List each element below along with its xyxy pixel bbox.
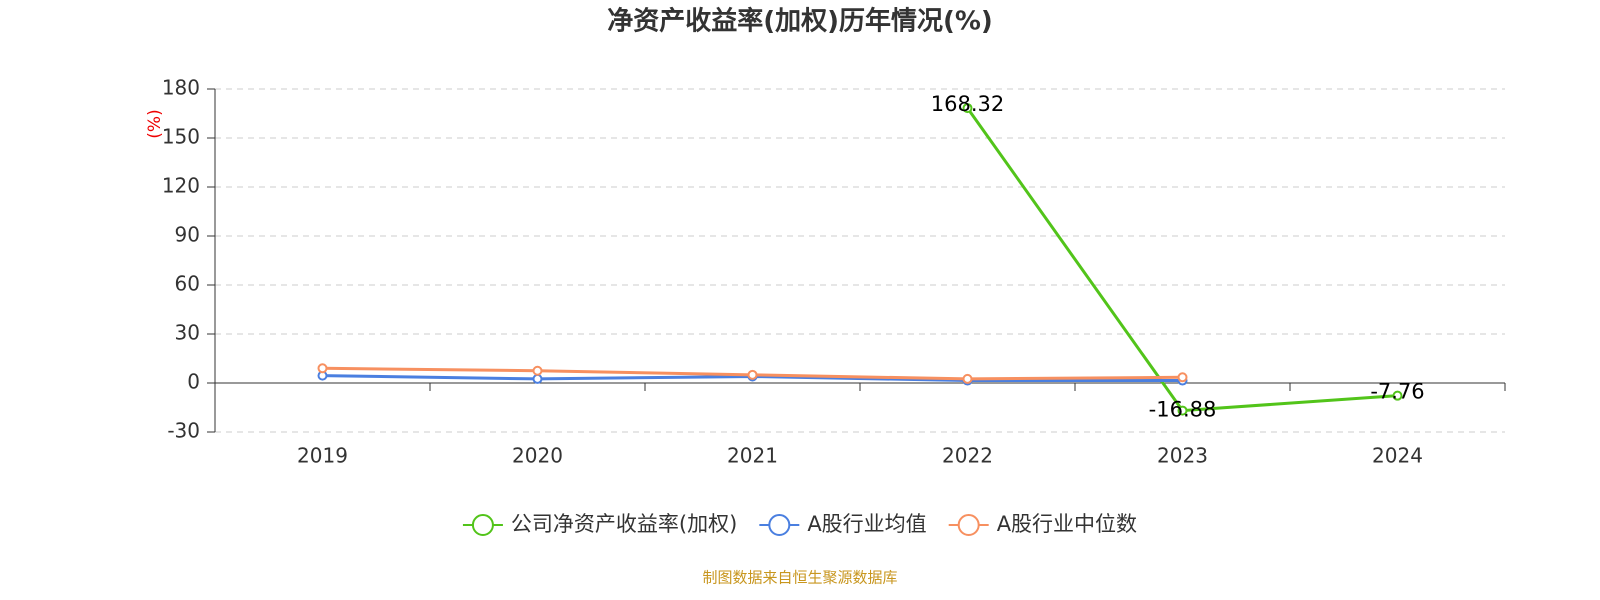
- legend-marker: [957, 514, 980, 536]
- x-tick-label: 2022: [942, 444, 993, 468]
- x-tick-label: 2024: [1372, 444, 1423, 468]
- y-tick-label: 30: [175, 321, 200, 345]
- legend-marker: [471, 514, 494, 536]
- data-point: [532, 373, 543, 384]
- data-label: -16.88: [1149, 398, 1217, 422]
- data-label: -7.76: [1370, 380, 1424, 404]
- y-tick-label: 180: [162, 76, 200, 100]
- data-point: [1177, 372, 1188, 383]
- data-point: [1392, 390, 1403, 401]
- y-tick-label: 60: [175, 272, 200, 296]
- series-line: [966, 107, 1398, 413]
- legend: 公司净资产收益率(加权) A股行业均值 A股行业中位数: [462, 512, 1137, 536]
- y-tick-label: -30: [167, 419, 200, 443]
- chart-title: 净资产收益率(加权)历年情况(%): [607, 6, 993, 37]
- data-point: [962, 103, 973, 114]
- x-tick-label: 2020: [512, 444, 563, 468]
- y-tick-label: 150: [162, 125, 200, 149]
- y-tick-label: 0: [187, 370, 200, 394]
- data-point: [532, 365, 543, 376]
- x-tick-label: 2021: [727, 444, 778, 468]
- source-note: 制图数据来自恒生聚源数据库: [702, 569, 897, 587]
- legend-label: A股行业均值: [807, 512, 926, 536]
- data-point: [1177, 405, 1188, 416]
- y-axis-label: (%): [145, 109, 165, 138]
- legend-marker: [768, 514, 791, 536]
- data-label: 168.32: [931, 92, 1004, 116]
- x-tick-label: 2023: [1157, 444, 1208, 468]
- data-point: [962, 373, 973, 384]
- legend-label: A股行业中位数: [997, 512, 1137, 536]
- y-tick-label: 120: [162, 174, 200, 198]
- data-point: [747, 369, 758, 380]
- data-point: [317, 363, 328, 374]
- x-tick-label: 2019: [297, 444, 348, 468]
- y-tick-label: 90: [175, 223, 200, 247]
- legend-label: 公司净资产收益率(加权): [511, 512, 737, 536]
